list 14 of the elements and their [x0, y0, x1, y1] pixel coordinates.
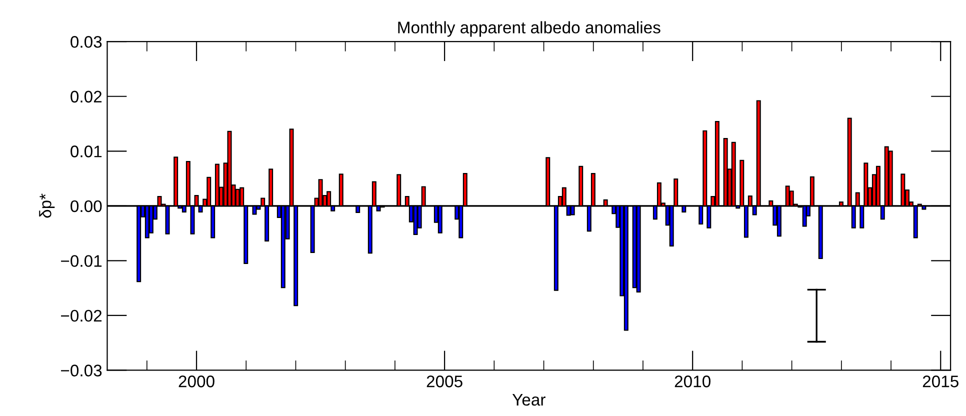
x-tick-label: 2015 [922, 376, 958, 388]
y-tick-label: −0.02 [61, 310, 102, 322]
x-tick-label: 2005 [426, 376, 462, 388]
x-axis-title: Year [512, 394, 546, 406]
y-tick-label: 0.03 [70, 36, 102, 48]
y-axis-title: δp* [39, 194, 55, 218]
y-tick-label: 0.00 [70, 200, 102, 212]
y-tick-label: −0.03 [61, 364, 102, 376]
y-tick-label: 0.01 [70, 146, 102, 158]
x-tick-label: 2010 [674, 376, 710, 388]
y-tick-label: 0.02 [70, 90, 102, 103]
chart-title: Monthly apparent albedo anomalies [398, 21, 660, 37]
x-tick-label: 2000 [178, 376, 214, 388]
y-tick-label: −0.01 [61, 255, 102, 267]
